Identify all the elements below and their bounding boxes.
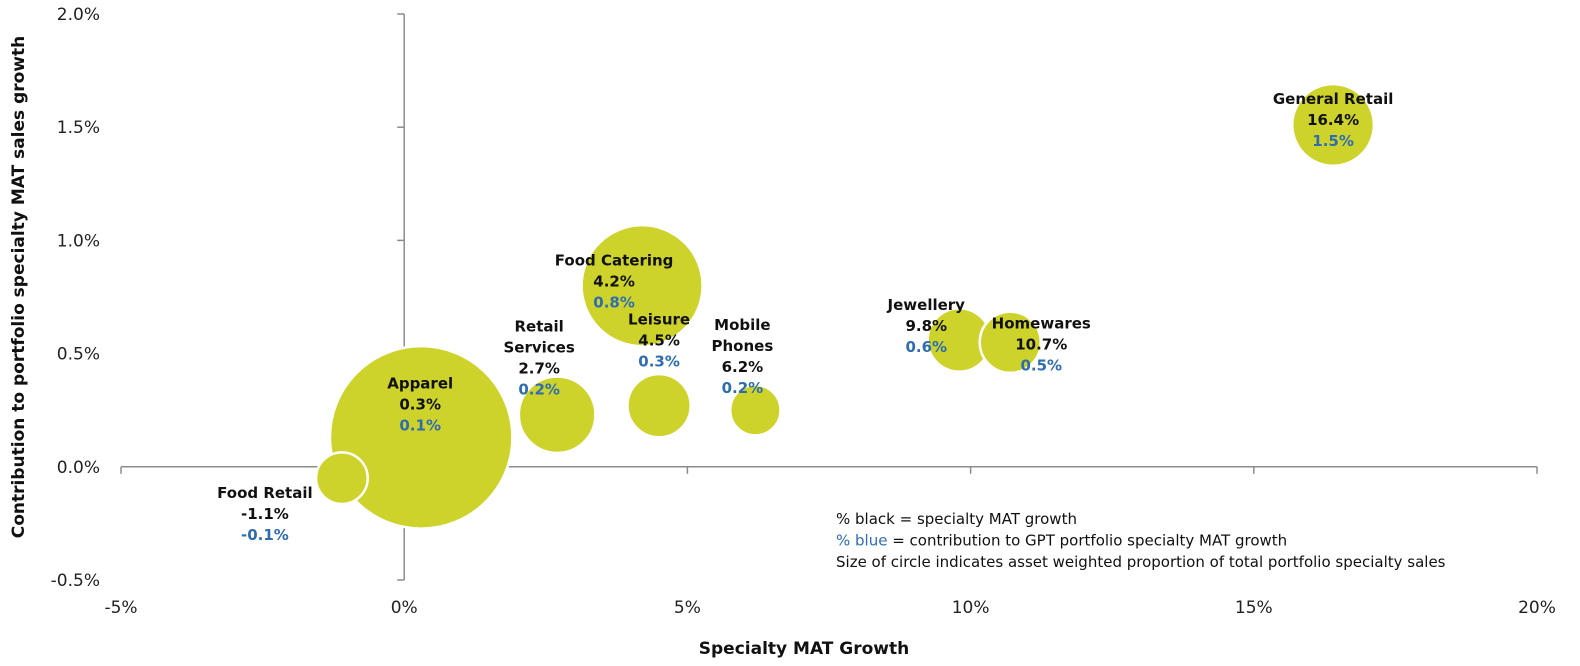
y-axis-title: Contribution to portfolio specialty MAT … [9, 36, 29, 539]
apparel-category-name: Apparel [387, 374, 453, 392]
food-catering-contribution-value: 0.8% [593, 294, 635, 312]
bubble-food-catering [580, 223, 704, 348]
axes: -5% 0% 5% 10% 15% 20% -0.5% 0.0% 0.5% 1.0% 1.5% 2.0… [51, 5, 1556, 618]
bubble-homewares [978, 310, 1043, 375]
bubble-general-retail [1291, 82, 1376, 167]
bubble-food-retail [314, 451, 369, 506]
homewares-category-name: Homewares [992, 314, 1091, 332]
y-tick-label: 0.5% [57, 345, 100, 365]
legend-blue-text: % blue [836, 532, 887, 550]
bubbles-layer [314, 82, 1376, 530]
bubble-retail-services [517, 375, 597, 455]
retail-services-growth-value: 2.7% [518, 360, 560, 378]
retail-services-category-name: Retail [514, 318, 563, 336]
leisure-category-name: Leisure [628, 311, 690, 329]
legend-note: % black = specialty MAT growth % blue = … [836, 510, 1446, 571]
jewellery-contribution-value: 0.6% [905, 338, 947, 356]
mobile-phones-category-name: Phones [711, 337, 773, 355]
homewares-contribution-value: 0.5% [1020, 356, 1062, 374]
mobile-phones-category-name: Mobile [714, 316, 770, 334]
x-tick-label: 0% [391, 598, 418, 618]
leisure-contribution-value: 0.3% [638, 353, 680, 371]
retail-services-category-name: Services [503, 339, 574, 357]
jewellery-category-name: Jewellery [887, 296, 966, 314]
x-axis-title: Specialty MAT Growth [699, 639, 910, 659]
legend-line-black: % black = specialty MAT growth [836, 510, 1077, 528]
food-retail-contribution-value: -0.1% [241, 526, 289, 544]
x-tick-label: -5% [104, 598, 137, 618]
homewares-growth-value: 10.7% [1015, 335, 1067, 353]
x-tick-label: 5% [674, 598, 701, 618]
mobile-phones-contribution-value: 0.2% [722, 379, 764, 397]
legend-blue-rest: = contribution to GPT portfolio specialt… [887, 532, 1287, 550]
bubble-leisure [626, 372, 692, 439]
y-tick-label: 1.5% [57, 118, 100, 138]
mobile-phones-growth-value: 6.2% [722, 358, 764, 376]
leisure-growth-value: 4.5% [638, 332, 680, 350]
food-retail-category-name: Food Retail [217, 484, 313, 502]
legend-line-size: Size of circle indicates asset weighted … [836, 553, 1446, 571]
apparel-contribution-value: 0.1% [399, 416, 441, 434]
food-catering-category-name: Food Catering [555, 252, 674, 270]
apparel-growth-value: 0.3% [399, 395, 441, 413]
x-tick-label: 10% [952, 598, 990, 618]
y-tick-label: 1.0% [57, 231, 100, 251]
y-tick-label: 2.0% [57, 5, 100, 25]
y-tick-label: 0.0% [57, 458, 100, 478]
bubble-mobile-phones [728, 383, 782, 437]
x-tick-label: 15% [1235, 598, 1273, 618]
y-tick-label: -0.5% [51, 571, 100, 591]
retail-services-contribution-value: 0.2% [518, 381, 560, 399]
bubble-labels-layer: Food Retail -1.1% -0.1% Apparel 0.3% 0.1% Reta… [217, 90, 1393, 544]
general-retail-contribution-value: 1.5% [1312, 132, 1354, 150]
legend-line-blue: % blue = contribution to GPT portfolio s… [836, 532, 1287, 550]
bubble-apparel [328, 344, 514, 530]
general-retail-growth-value: 16.4% [1307, 111, 1359, 129]
jewellery-growth-value: 9.8% [905, 317, 947, 335]
food-catering-growth-value: 4.2% [593, 273, 635, 291]
x-tick-label: 20% [1518, 598, 1556, 618]
food-retail-growth-value: -1.1% [241, 505, 289, 523]
general-retail-category-name: General Retail [1273, 90, 1394, 108]
